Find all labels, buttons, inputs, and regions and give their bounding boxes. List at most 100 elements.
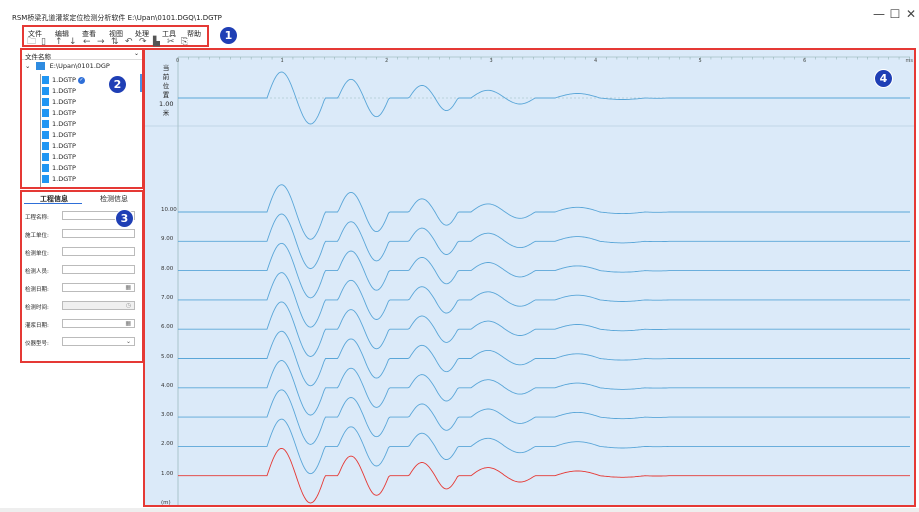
title-bar: RSM桥梁孔道灌浆定位检测分析软件 E:\Upan\0101.DGQ\1.DGT… <box>0 0 919 24</box>
selected-trace <box>178 448 910 503</box>
file-label: 1.DGTP <box>52 142 76 150</box>
close-button[interactable]: ✕ <box>904 8 918 20</box>
chevron-down-icon[interactable]: ⌄ <box>126 338 131 345</box>
x-tick-label: ms <box>906 58 913 64</box>
waveform-trace <box>178 331 910 386</box>
arrow-right-icon[interactable]: → <box>97 38 105 47</box>
arrow-down-icon[interactable]: ↓ <box>69 38 77 47</box>
file-label: 1.DGTP <box>52 98 76 106</box>
calendar-icon[interactable]: ▦ <box>125 320 131 327</box>
clock-icon[interactable]: ◷ <box>126 302 131 309</box>
field-label: 灌浆日期: <box>25 321 49 329</box>
x-tick-label: 1 <box>281 58 284 64</box>
swap-icon[interactable]: ⇅ <box>111 38 119 47</box>
tree-connector <box>40 74 41 189</box>
inspection-unit-input[interactable] <box>62 247 135 256</box>
file-label: 1.DGTP <box>52 175 76 183</box>
cut-icon[interactable]: ✂ <box>167 38 175 47</box>
waveform-trace <box>178 302 910 357</box>
drive-icon <box>36 62 45 70</box>
y-tick-label: 4.00 <box>161 383 173 389</box>
file-label: 1.DGTP <box>52 87 76 95</box>
tree-root[interactable]: ⌄ E:\Upan\0101.DGP <box>25 62 110 70</box>
tree-file-item[interactable]: 1.DGTP <box>42 142 142 153</box>
badge-3: 3 <box>116 210 133 227</box>
export-icon[interactable]: ⎘ <box>181 38 188 47</box>
y-tick-label: 9.00 <box>161 236 173 242</box>
chart-icon[interactable]: ▙ <box>153 38 160 47</box>
waveform-plot[interactable]: 当 前 位 置 1.00 米 10.00 9.00 8.00 7.00 6.00 5.00… <box>143 48 916 507</box>
waveform-trace <box>178 273 910 328</box>
tree-file-item[interactable]: 1.DGTP ✓ <box>42 76 142 87</box>
tree-file-item[interactable]: 1.DGTP <box>42 120 142 131</box>
tree-file-item[interactable]: 1.DGTP <box>42 109 142 120</box>
x-tick-label: 4 <box>594 58 597 64</box>
pos-label-unit: 米 <box>159 109 173 118</box>
x-tick-label: 5 <box>699 58 702 64</box>
file-label: 1.DGTP <box>52 153 76 161</box>
file-icon <box>42 109 49 117</box>
construction-unit-input[interactable] <box>62 229 135 238</box>
file-icon <box>42 131 49 139</box>
pos-label-char: 位 <box>159 82 173 91</box>
y-tick-label: 10.00 <box>161 207 177 213</box>
undo-icon[interactable]: ↶ <box>125 38 133 47</box>
field-label: 工程名称: <box>25 213 49 221</box>
x-tick-label: 2 <box>385 58 388 64</box>
file-icon <box>42 153 49 161</box>
folder-icon[interactable]: 🗀 <box>27 38 36 47</box>
file-icon <box>42 164 49 172</box>
file-label: 1.DGTP <box>52 76 76 84</box>
y-tick-label: 7.00 <box>161 295 173 301</box>
minimize-button[interactable]: — <box>872 8 886 20</box>
y-tick-label: 5.00 <box>161 354 173 360</box>
file-icon <box>42 175 49 183</box>
arrow-left-icon[interactable]: ← <box>83 38 91 47</box>
file-label: 1.DGTP <box>52 164 76 172</box>
waveform-trace <box>178 419 910 474</box>
tree-header-label: 文件名称 <box>25 51 51 61</box>
pos-label-char: 置 <box>159 91 173 100</box>
menu-help[interactable]: 帮助 <box>187 29 201 39</box>
tree-file-item[interactable]: 1.DGTP <box>42 153 142 164</box>
tree-header: 文件名称 ⌄ <box>22 50 142 60</box>
tree-file-item[interactable]: 1.DGTP <box>42 87 142 98</box>
redo-icon[interactable]: ↷ <box>139 38 147 47</box>
chevron-down-icon[interactable]: ⌄ <box>134 50 139 57</box>
waveform-trace <box>178 214 910 269</box>
y-tick-label: 6.00 <box>161 324 173 330</box>
tree-file-item[interactable]: 1.DGTP <box>42 98 142 109</box>
field-label: 检测人员: <box>25 267 49 275</box>
maximize-button[interactable]: ☐ <box>888 8 902 20</box>
badge-1: 1 <box>220 27 237 44</box>
tree-file-item[interactable]: 1.DGTP <box>42 131 142 142</box>
tree-file-item[interactable]: 1.DGTP <box>42 175 142 186</box>
file-icon <box>42 98 49 106</box>
tree-file-item[interactable]: 1.DGTP <box>42 164 142 175</box>
pos-label-char: 前 <box>159 73 173 82</box>
field-label: 施工单位: <box>25 231 49 239</box>
tab-inspection-info[interactable]: 检测信息 <box>100 194 128 204</box>
pos-label-value: 1.00 <box>159 100 173 109</box>
badge-4: 4 <box>875 70 892 87</box>
save-icon[interactable]: ▯ <box>41 38 46 47</box>
waveform-trace <box>178 361 910 416</box>
arrow-up-icon[interactable]: ↑ <box>55 38 63 47</box>
inspector-input[interactable] <box>62 265 135 274</box>
y-tick-label: 1.00 <box>161 471 173 477</box>
waveform-svg <box>145 50 914 505</box>
grouting-date-input[interactable]: ▦ <box>62 319 135 328</box>
file-label: 1.DGTP <box>52 131 76 139</box>
file-icon <box>42 120 49 128</box>
inspection-date-input[interactable]: ▦ <box>62 283 135 292</box>
check-icon: ✓ <box>78 77 85 84</box>
y-tick-label: 2.00 <box>161 441 173 447</box>
current-position-label: 当 前 位 置 1.00 米 <box>159 64 173 118</box>
inspection-time-input[interactable]: ◷ <box>62 301 135 310</box>
calendar-icon[interactable]: ▦ <box>125 284 131 291</box>
instrument-model-select[interactable]: ⌄ <box>62 337 135 346</box>
waveform-trace <box>178 390 910 445</box>
chevron-down-icon[interactable]: ⌄ <box>25 62 30 70</box>
waveform-trace <box>178 185 910 240</box>
badge-2: 2 <box>109 76 126 93</box>
